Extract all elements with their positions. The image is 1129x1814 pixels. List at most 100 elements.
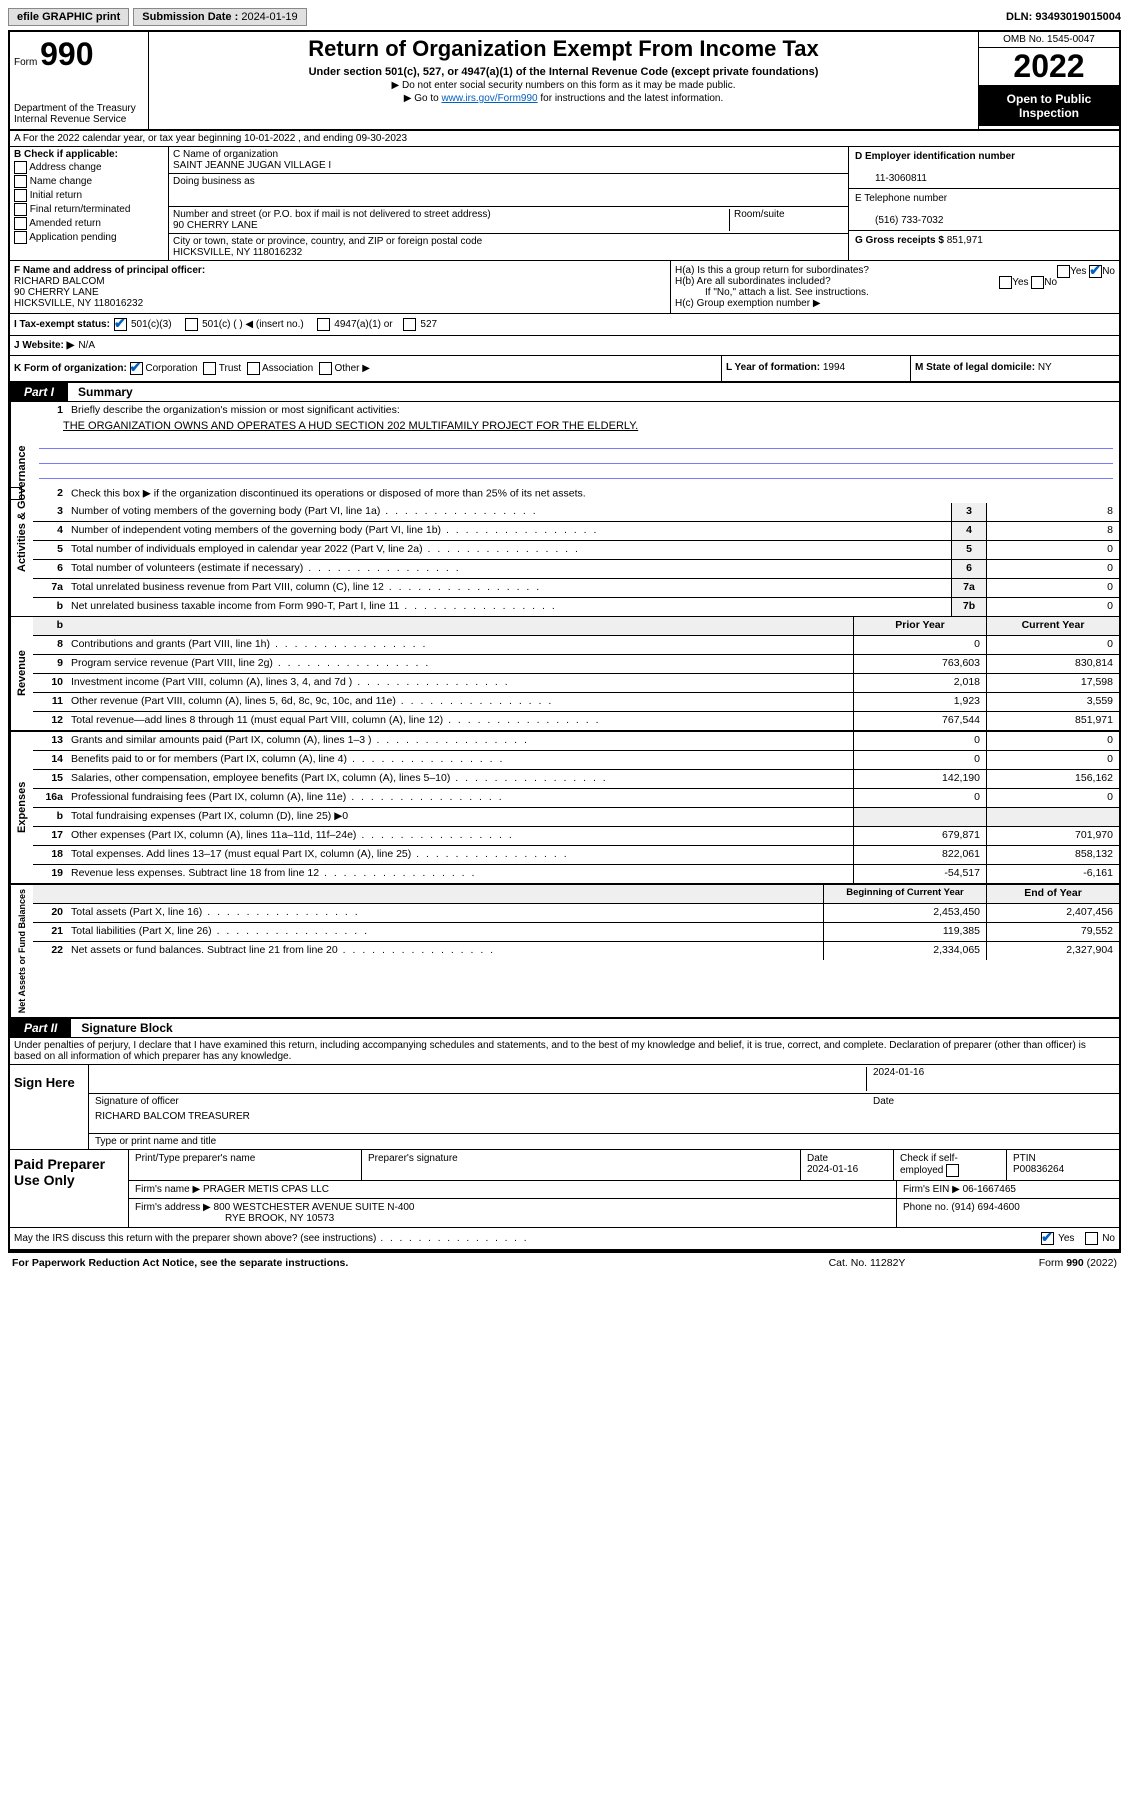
chk-527[interactable] <box>403 318 416 331</box>
hb-no[interactable]: No <box>1044 277 1057 288</box>
col-defg: D Employer identification number 11-3060… <box>849 147 1119 260</box>
net-row: 21 Total liabilities (Part X, line 26) 1… <box>33 923 1119 942</box>
group-return-block: H(a) Is this a group return for subordin… <box>671 261 1119 313</box>
k-label: K Form of organization: <box>14 363 127 374</box>
ha-yes[interactable]: Yes <box>1070 266 1086 277</box>
sig-name-label: Type or print name and title <box>89 1134 1119 1149</box>
org-name-block: C Name of organization SAINT JEANNE JUGA… <box>169 147 848 174</box>
l-value: 1994 <box>823 362 845 373</box>
chk-corp[interactable] <box>130 362 143 375</box>
chk-other[interactable] <box>319 362 332 375</box>
tax-year: 2022 <box>979 48 1119 86</box>
gross-block: G Gross receipts $ 851,971 <box>849 231 1119 250</box>
opt-501c: 501(c) ( ) ◀ (insert no.) <box>202 319 304 330</box>
opt-4: Amended return <box>29 218 101 229</box>
org-name: SAINT JEANNE JUGAN VILLAGE I <box>173 160 331 171</box>
exp-row: 13 Grants and similar amounts paid (Part… <box>33 732 1119 751</box>
irs-link[interactable]: www.irs.gov/Form990 <box>441 93 537 104</box>
chk-initial-return[interactable]: Initial return <box>14 189 164 202</box>
hdr-curr: Current Year <box>986 617 1119 635</box>
gross-label: G Gross receipts $ <box>855 235 944 246</box>
firm-label: Firm's name ▶ <box>135 1184 200 1195</box>
opt-1: Name change <box>30 176 92 187</box>
dln: DLN: 93493019015004 <box>1006 11 1121 23</box>
rev-row: 9 Program service revenue (Part VIII, li… <box>33 655 1119 674</box>
chk-501c3[interactable] <box>114 318 127 331</box>
opt-other: Other ▶ <box>334 363 369 374</box>
gov-row: b Net unrelated business taxable income … <box>33 598 1119 616</box>
chk-amended-return[interactable]: Amended return <box>14 217 164 230</box>
org-name-label: C Name of organization <box>173 149 278 160</box>
chk-self-employed[interactable] <box>946 1164 959 1177</box>
open-inspection: Open to Public Inspection <box>979 86 1119 126</box>
net-row: 22 Net assets or fund balances. Subtract… <box>33 942 1119 960</box>
opt-5: Application pending <box>29 232 116 243</box>
chk-discontinued[interactable] <box>9 487 22 500</box>
form-label: Form <box>14 57 37 68</box>
dba-label: Doing business as <box>173 176 255 187</box>
hdr-end: End of Year <box>986 885 1119 903</box>
header-left: Form 990 Department of the Treasury Inte… <box>10 32 149 129</box>
hc-label: H(c) Group exemption number ▶ <box>675 298 1115 309</box>
officer-name: RICHARD BALCOM <box>14 276 105 287</box>
chk-assoc[interactable] <box>247 362 260 375</box>
m-label: M State of legal domicile: <box>915 362 1035 373</box>
exp-row: 17 Other expenses (Part IX, column (A), … <box>33 827 1119 846</box>
hb-label: H(b) Are all subordinates included? <box>675 276 831 287</box>
efile-button[interactable]: efile GRAPHIC print <box>8 8 129 26</box>
header-mid: Return of Organization Exempt From Incom… <box>149 32 979 129</box>
paid-preparer-block: Paid Preparer Use Only Print/Type prepar… <box>10 1150 1119 1228</box>
chk-application-pending[interactable]: Application pending <box>14 231 164 244</box>
chk-name-change[interactable]: Name change <box>14 175 164 188</box>
mission-line <box>39 449 1113 464</box>
firm-name: PRAGER METIS CPAS LLC <box>203 1184 329 1195</box>
chk-discuss-no[interactable] <box>1085 1232 1098 1245</box>
prep-sig-label: Preparer's signature <box>362 1150 801 1180</box>
net-row: 20 Total assets (Part X, line 16) 2,453,… <box>33 904 1119 923</box>
irs-label: Internal Revenue Service <box>14 114 144 125</box>
ein-block: D Employer identification number 11-3060… <box>849 147 1119 189</box>
sig-date: 2024-01-16 <box>867 1067 1113 1091</box>
vtab-expenses: Expenses <box>10 732 33 883</box>
city-value: HICKSVILLE, NY 118016232 <box>173 247 302 258</box>
officer-addr1: 90 CHERRY LANE <box>14 287 99 298</box>
form-subtitle-2: ▶ Do not enter social security numbers o… <box>157 80 970 91</box>
form-ref: Form 990 (2022) <box>967 1257 1117 1269</box>
pra-notice: For Paperwork Reduction Act Notice, see … <box>12 1257 767 1269</box>
row-i: I Tax-exempt status: 501(c)(3) 501(c) ( … <box>10 314 1119 336</box>
goto-prefix: ▶ Go to <box>404 93 442 104</box>
form-title: Return of Organization Exempt From Incom… <box>157 36 970 62</box>
submission-date: Submission Date : 2024-01-19 <box>133 8 306 26</box>
ein-value: 11-3060811 <box>855 173 927 184</box>
opt-501c3: 501(c)(3) <box>131 319 172 330</box>
col-k: K Form of organization: Corporation Trus… <box>10 356 722 381</box>
phone-block: E Telephone number (516) 733-7032 <box>849 189 1119 231</box>
opt-corp: Corporation <box>145 363 197 374</box>
addr-block: Number and street (or P.O. box if mail i… <box>169 207 848 234</box>
chk-trust[interactable] <box>203 362 216 375</box>
gov-row: 6 Total number of volunteers (estimate i… <box>33 560 1119 579</box>
chk-discuss-yes[interactable] <box>1041 1232 1054 1245</box>
chk-address-change[interactable]: Address change <box>14 161 164 174</box>
summary-revenue: Revenue bPrior YearCurrent Year 8 Contri… <box>10 616 1119 732</box>
top-toolbar: efile GRAPHIC print Submission Date : 20… <box>8 8 1121 26</box>
exp-row: 18 Total expenses. Add lines 13–17 (must… <box>33 846 1119 865</box>
rev-row: 11 Other revenue (Part VIII, column (A),… <box>33 693 1119 712</box>
part2-title: Signature Block <box>71 1021 172 1035</box>
part1-header: Part I Summary <box>10 383 1119 402</box>
row-klm: K Form of organization: Corporation Trus… <box>10 356 1119 383</box>
cat-number: Cat. No. 11282Y <box>767 1257 967 1269</box>
firm-ein: 06-1667465 <box>963 1184 1016 1195</box>
chk-final-return[interactable]: Final return/terminated <box>14 203 164 216</box>
col-l: L Year of formation: 1994 <box>722 356 911 381</box>
chk-4947[interactable] <box>317 318 330 331</box>
room-label: Room/suite <box>730 209 844 231</box>
city-label: City or town, state or province, country… <box>173 236 482 247</box>
l-label: L Year of formation: <box>726 362 820 373</box>
exp-row: 16a Professional fundraising fees (Part … <box>33 789 1119 808</box>
header-right: OMB No. 1545-0047 2022 Open to Public In… <box>979 32 1119 129</box>
chk-501c[interactable] <box>185 318 198 331</box>
hb-yes[interactable]: Yes <box>1012 277 1028 288</box>
ha-no[interactable]: No <box>1102 266 1115 277</box>
discuss-row: May the IRS discuss this return with the… <box>10 1228 1119 1251</box>
